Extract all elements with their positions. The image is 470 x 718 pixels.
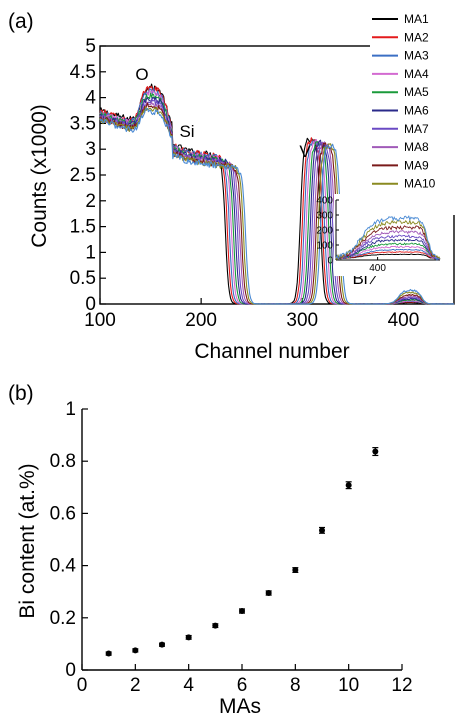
panel-a-y-tick-label: 5	[85, 36, 96, 57]
panel-a-label: (a)	[8, 10, 34, 33]
legend-label: MA7	[404, 122, 429, 136]
panel-b-points	[105, 447, 379, 657]
panel-b-x-tick-label: 8	[290, 675, 301, 696]
panel-a-y-tick-label: 4.5	[70, 62, 96, 83]
panel-b-label: (b)	[8, 382, 34, 405]
panel-b-axes: 0 2 4 6 8 10 12 0 0.2 0.4 0.6 0.8 1	[50, 399, 413, 696]
data-point	[239, 608, 245, 615]
panel-b-x-tick-label: 0	[77, 675, 88, 696]
panel-a-legend: MA1MA2MA3MA4MA5MA6MA7MA8MA9MA10MA11	[370, 10, 466, 215]
panel-b-x-tick-label: 4	[183, 675, 194, 696]
data-point	[212, 622, 219, 629]
legend-label: MA9	[404, 158, 429, 172]
spectrum-line-ma11	[99, 107, 454, 305]
panel-b-x-tick-label: 2	[130, 675, 141, 696]
panel-a-y-tick-label: 0	[85, 294, 96, 315]
panel-a-y-tick-label: 1	[85, 242, 96, 263]
panel-b-y-tick-label: 0.4	[50, 556, 77, 577]
panel-a-x-tick-label: 300	[286, 310, 318, 331]
panel-a-y-tick-label: 2.5	[70, 165, 96, 186]
panel-b-x-tick-label: 6	[237, 675, 248, 696]
legend-label: MA2	[404, 30, 429, 44]
panel-b-x-tick-label: 12	[391, 675, 412, 696]
inset-line-ma6	[335, 238, 441, 261]
inset-line-ma3	[335, 248, 441, 260]
annotation-si: Si	[179, 122, 194, 141]
data-point	[345, 482, 352, 489]
panel-a-y-tick-label: 4	[85, 88, 96, 109]
data-point	[292, 567, 299, 574]
legend-label: MA6	[404, 104, 429, 118]
panel-a-y-tick-label: 3	[85, 139, 96, 160]
data-point	[132, 647, 139, 654]
data-point	[265, 590, 272, 597]
inset-line-ma10	[335, 218, 441, 261]
panel-b-y-tick-label: 0.6	[50, 503, 76, 524]
inset-line-ma4	[336, 245, 441, 260]
panel-a-x-axis-title: Channel number	[194, 340, 349, 363]
panel-a-series	[99, 83, 455, 305]
inset-y-tick-label: 400	[316, 196, 333, 207]
data-point	[319, 527, 325, 534]
panel-b-y-tick-label: 1	[65, 399, 76, 420]
panel-a-y-tick-label: 1.5	[70, 217, 96, 238]
panel-a-x-tick-label: 400	[388, 310, 420, 331]
panel-b-y-tick-label: 0.2	[50, 608, 76, 629]
legend-label: MA5	[404, 85, 429, 99]
inset-line-ma11	[335, 215, 441, 261]
panel-b-y-tick-label: 0	[65, 660, 76, 681]
panel-b-y-axis-title: Bi content (at.%)	[16, 463, 39, 618]
inset-y-tick-label: 200	[316, 226, 333, 237]
panel-a-y-tick-label: 3.5	[70, 113, 96, 134]
legend-label: MA4	[404, 67, 429, 81]
legend-label: MA3	[404, 49, 429, 63]
data-point	[372, 448, 379, 455]
legend-label: MA8	[404, 140, 429, 154]
inset-y-tick-label: 300	[316, 211, 333, 222]
legend-background	[370, 10, 466, 215]
panel-a-x-tick-label: 100	[84, 310, 116, 331]
panel-a-y-tick-label: 2	[85, 191, 96, 212]
panel-a-x-tick-label: 200	[185, 310, 217, 331]
inset-line-ma9	[335, 225, 441, 260]
panel-a-y-axis-title: Counts (x1000)	[28, 104, 51, 248]
annotation-o: O	[135, 65, 148, 84]
panel-b-y-tick-label: 0.8	[50, 451, 76, 472]
panel-a-y-tick-label: 0.5	[70, 268, 96, 289]
inset-line-ma2	[335, 251, 441, 260]
inset-y-tick-label: 0	[327, 256, 333, 267]
inset-x-tick-label: 400	[369, 263, 386, 274]
legend-label: MA10	[404, 177, 436, 191]
panel-b-x-tick-label: 10	[338, 675, 359, 696]
panel-a: (a) 100 200 300 400 0 0.5 1 1.5 2 2.5 3 3.5 4 4.5 5 Ch…	[8, 10, 466, 363]
inset-y-tick-label: 100	[316, 241, 333, 252]
legend-label: MA1	[404, 12, 429, 26]
inset-background	[334, 194, 446, 276]
panel-b: (b) 0 2 4 6 8 10 12 0 0.2 0.4 0.6 0.8 1 MAs Bi conte…	[8, 382, 413, 718]
panel-b-x-axis-title: MAs	[219, 695, 261, 718]
inset-line-ma1	[335, 253, 441, 260]
data-point	[105, 650, 112, 657]
panel-a-inset: 0 100 200 300 400 400	[316, 194, 446, 276]
data-point	[185, 634, 192, 641]
annotation-v: V	[299, 142, 311, 161]
data-point	[159, 641, 165, 648]
inset-line-ma7	[335, 234, 441, 261]
